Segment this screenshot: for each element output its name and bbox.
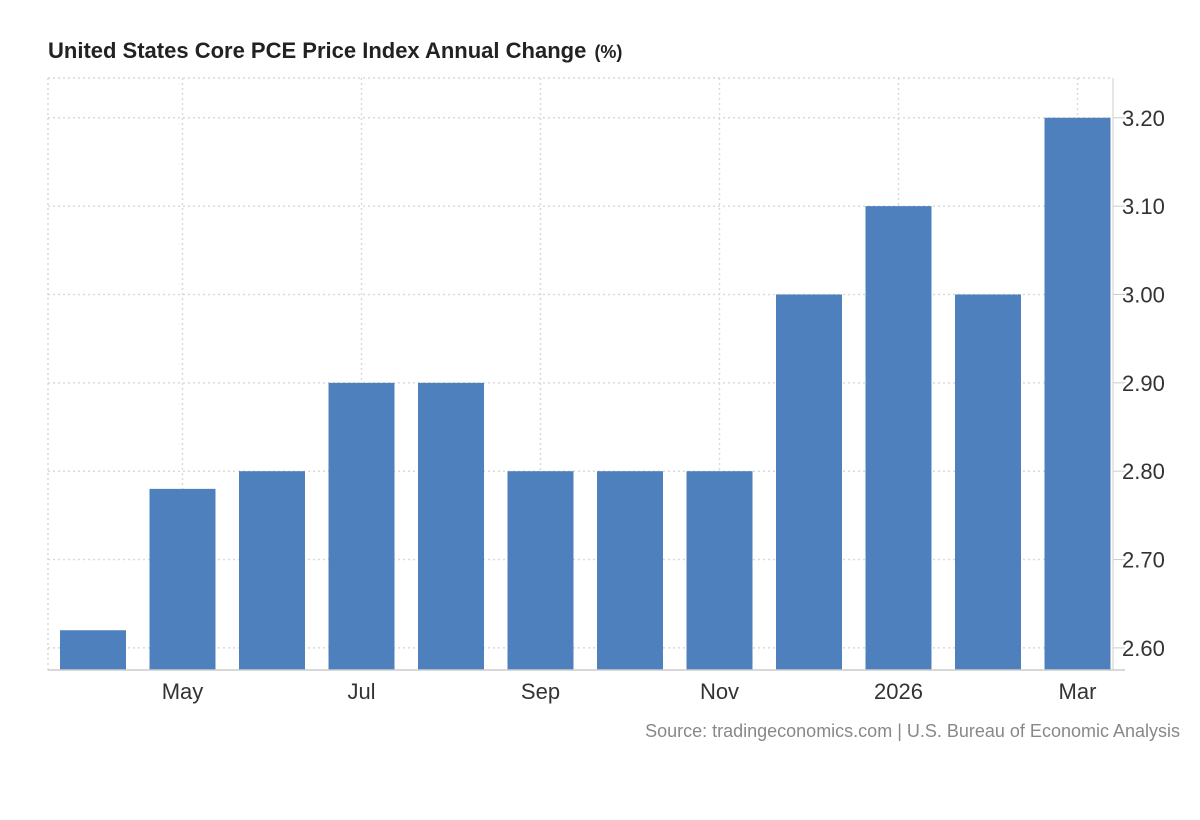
x-tick-label: Sep [521, 679, 560, 704]
y-tick-label: 3.00 [1122, 282, 1165, 307]
bar-apr-2025[interactable]: Apr 2025: 2.62 [60, 630, 126, 670]
bar-nov-2025[interactable]: Nov 2025: 2.8 [686, 471, 753, 670]
bar-mar-2026[interactable]: Mar 2026: 3.2 [1044, 117, 1111, 671]
chart-title-unit: (%) [594, 42, 623, 62]
x-tick-label: 2026 [874, 679, 923, 704]
chart-title-text: United States Core PCE Price Index Annua… [48, 38, 587, 63]
x-tick-label: May [162, 679, 204, 704]
y-tick-label: 3.10 [1122, 194, 1165, 219]
bar-jun-2025[interactable]: Jun 2025: 2.8 [239, 471, 305, 670]
bar-dec-2025[interactable]: Dec 2025: 3 [776, 294, 842, 670]
bar-aug-2025[interactable]: Aug 2025: 2.9 [418, 382, 484, 670]
bar-oct-2025[interactable]: Oct 2025: 2.8 [597, 471, 663, 670]
y-tick-label: 2.70 [1122, 548, 1165, 573]
axes: 2.60 2.70 2.80 2.90 3.00 3.10 3.20 May Jul Sep Nov… [48, 78, 1165, 704]
bars: Apr 2025: 2.62 May 2025: 2.78 Jun 2025: 2.… [60, 117, 1111, 671]
y-tick-label: 2.80 [1122, 459, 1165, 484]
x-tick-label: Mar [1059, 679, 1097, 704]
chart-source: Source: tradingeconomics.com | U.S. Bure… [645, 721, 1180, 741]
y-tick-label: 2.90 [1122, 371, 1165, 396]
y-tick-label: 3.20 [1122, 106, 1165, 131]
y-tick-label: 2.60 [1122, 636, 1165, 661]
bar-jul-2025[interactable]: Jul 2025: 2.9 [328, 382, 395, 670]
bar-feb-2026[interactable]: Feb 2026: 3 [955, 294, 1021, 670]
x-tick-label: Nov [700, 679, 739, 704]
x-tick-label: Jul [347, 679, 375, 704]
bar-sep-2025[interactable]: Sep 2025: 2.8 [507, 471, 574, 670]
bar-may-2025[interactable]: May 2025: 2.78 [149, 488, 216, 670]
bar-jan-2026[interactable]: Jan 2026: 3.1 [865, 206, 932, 671]
chart-title: United States Core PCE Price Index Annua… [48, 38, 622, 64]
